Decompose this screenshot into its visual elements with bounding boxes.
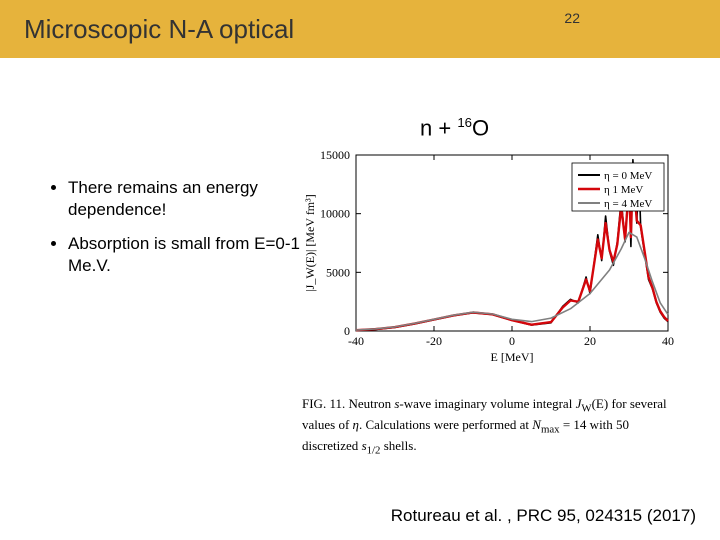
figure-caption: FIG. 11. Neutron s-wave imaginary volume… — [302, 395, 682, 459]
svg-text:0: 0 — [344, 324, 350, 338]
reaction-label: n + 16O — [420, 115, 489, 141]
svg-text:40: 40 — [662, 334, 674, 348]
caption-ital: N — [532, 417, 541, 432]
caption-text: Neutron — [348, 396, 394, 411]
svg-text:10000: 10000 — [320, 207, 350, 221]
citation: Rotureau et al. , PRC 95, 024315 (2017) — [391, 506, 696, 526]
slide-header: Microscopic N-A optical 22 — [0, 0, 720, 58]
page-number: 22 — [564, 10, 580, 26]
svg-text:η = 0 MeV: η = 0 MeV — [604, 170, 652, 182]
caption-text: -wave imaginary volume integral — [399, 396, 575, 411]
caption-sub: W — [581, 403, 591, 415]
caption-text: (E) — [592, 396, 609, 411]
svg-text:η = 4 MeV: η = 4 MeV — [604, 198, 652, 210]
slide-title: Microscopic N-A optical — [24, 14, 294, 45]
svg-text:-40: -40 — [348, 334, 364, 348]
caption-sub: 1/2 — [367, 445, 381, 457]
svg-text:η 1 MeV: η 1 MeV — [604, 184, 643, 196]
svg-text:5000: 5000 — [326, 265, 350, 279]
svg-text:15000: 15000 — [320, 148, 350, 162]
line-chart: -40 -20 0 20 40 0 5000 10000 15000 E [MeV] |J_W(E)… — [300, 145, 680, 365]
bullet-item: Absorption is small from E=0-10 Me.V. — [68, 233, 318, 277]
caption-fig-label: FIG. 11. — [302, 396, 345, 411]
reaction-symbol: O — [472, 115, 489, 140]
caption-text: shells. — [380, 438, 416, 453]
svg-text:20: 20 — [584, 334, 596, 348]
svg-text:0: 0 — [509, 334, 515, 348]
reaction-prefix: n + — [420, 115, 457, 140]
caption-text: . Calculations were performed at — [359, 417, 532, 432]
reaction-mass: 16 — [457, 115, 472, 130]
svg-text:-20: -20 — [426, 334, 442, 348]
bullet-list: There remains an energy dependence! Abso… — [28, 177, 318, 289]
svg-text:E [MeV]: E [MeV] — [491, 350, 534, 364]
svg-text:|J_W(E)| [MeV fm³]: |J_W(E)| [MeV fm³] — [303, 194, 317, 292]
caption-sub: max — [541, 424, 560, 436]
bullet-item: There remains an energy dependence! — [68, 177, 318, 221]
